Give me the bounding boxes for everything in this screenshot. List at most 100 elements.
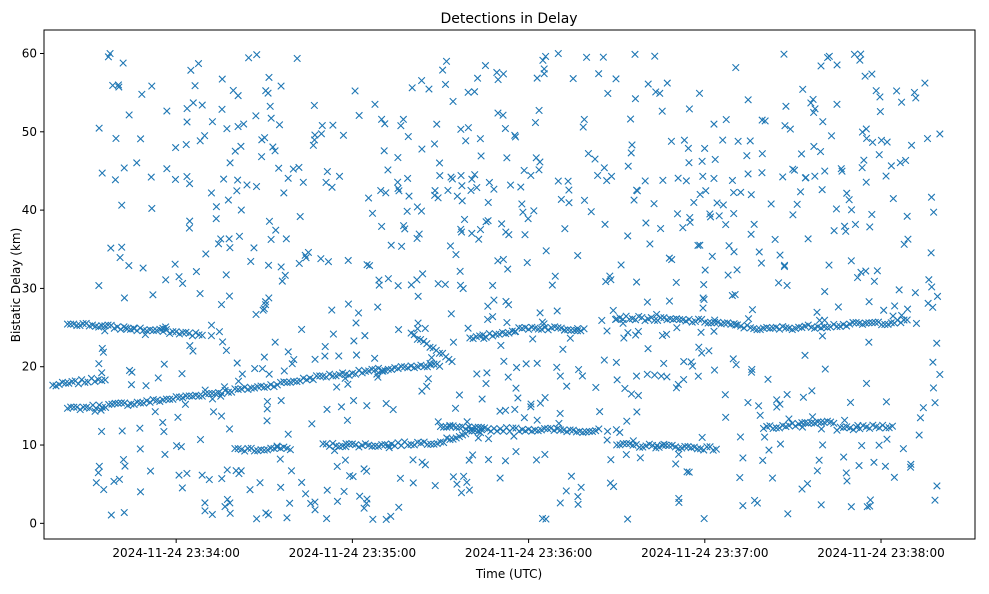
data-point bbox=[286, 446, 295, 454]
data-point bbox=[753, 326, 761, 334]
data-point bbox=[209, 408, 218, 416]
data-point bbox=[862, 178, 870, 186]
data-point bbox=[574, 500, 582, 508]
data-point bbox=[63, 320, 72, 328]
data-point bbox=[919, 404, 928, 412]
data-point bbox=[273, 442, 281, 450]
data-point bbox=[889, 194, 898, 203]
data-point bbox=[377, 115, 386, 124]
data-point bbox=[510, 432, 518, 440]
data-point bbox=[527, 400, 535, 408]
data-point bbox=[101, 327, 109, 335]
data-point bbox=[739, 454, 747, 462]
data-point bbox=[128, 368, 136, 376]
data-point bbox=[721, 413, 730, 421]
data-point bbox=[448, 175, 457, 183]
data-point bbox=[452, 423, 460, 432]
data-point bbox=[457, 125, 465, 133]
data-point bbox=[109, 81, 117, 90]
data-point bbox=[725, 242, 733, 250]
data-point bbox=[66, 320, 75, 328]
data-point bbox=[136, 424, 144, 432]
data-point bbox=[780, 261, 789, 270]
data-point bbox=[722, 115, 730, 124]
data-point bbox=[585, 427, 593, 436]
data-point bbox=[136, 324, 144, 332]
data-point bbox=[497, 220, 506, 228]
data-point bbox=[395, 187, 403, 195]
data-point bbox=[421, 461, 430, 469]
data-point bbox=[598, 316, 606, 325]
data-point bbox=[846, 398, 855, 407]
data-point bbox=[433, 120, 441, 128]
data-point bbox=[817, 62, 825, 70]
data-point bbox=[283, 378, 291, 387]
data-point bbox=[301, 490, 310, 498]
data-point bbox=[584, 149, 593, 158]
data-point bbox=[218, 75, 226, 83]
data-point bbox=[218, 474, 226, 483]
data-point bbox=[457, 489, 466, 497]
data-point bbox=[710, 366, 719, 374]
data-point bbox=[154, 374, 162, 382]
data-point bbox=[465, 486, 474, 494]
data-point bbox=[264, 261, 273, 269]
data-point bbox=[324, 257, 333, 266]
data-point bbox=[899, 444, 908, 453]
data-point bbox=[813, 467, 822, 475]
data-point bbox=[284, 174, 292, 182]
x-tick-label: 2024-11-24 23:37:00 bbox=[641, 546, 768, 560]
data-point bbox=[860, 156, 868, 164]
data-point bbox=[399, 221, 408, 230]
data-point bbox=[563, 382, 571, 390]
data-point bbox=[395, 503, 403, 511]
data-point bbox=[627, 390, 636, 398]
data-point bbox=[343, 416, 352, 424]
data-point bbox=[408, 84, 416, 92]
data-point bbox=[266, 102, 274, 110]
data-point bbox=[789, 211, 797, 219]
data-point bbox=[890, 302, 899, 310]
data-point bbox=[457, 228, 466, 236]
data-point bbox=[502, 297, 510, 306]
data-point bbox=[634, 327, 643, 336]
data-point bbox=[448, 357, 456, 366]
data-point bbox=[473, 183, 481, 192]
data-point bbox=[496, 425, 504, 433]
data-point bbox=[121, 462, 129, 470]
data-point bbox=[675, 315, 684, 324]
data-point bbox=[374, 303, 382, 311]
data-point bbox=[825, 52, 834, 61]
data-point bbox=[574, 492, 582, 501]
data-point bbox=[833, 322, 841, 331]
data-point bbox=[265, 370, 273, 378]
data-point bbox=[606, 479, 615, 487]
data-point bbox=[186, 341, 194, 350]
data-point bbox=[381, 120, 389, 128]
data-point bbox=[611, 315, 620, 324]
data-point bbox=[420, 362, 428, 371]
data-point bbox=[636, 454, 645, 462]
data-point bbox=[699, 172, 707, 180]
data-point bbox=[473, 74, 482, 82]
data-point bbox=[631, 331, 640, 339]
data-point bbox=[149, 291, 157, 299]
data-point bbox=[371, 100, 379, 108]
data-point bbox=[847, 206, 856, 214]
data-point bbox=[114, 399, 122, 407]
data-point bbox=[160, 427, 168, 436]
data-point bbox=[622, 450, 631, 459]
data-point bbox=[467, 186, 475, 195]
data-point bbox=[464, 324, 472, 332]
data-point bbox=[119, 455, 128, 464]
data-point bbox=[332, 383, 341, 391]
data-point bbox=[276, 455, 284, 463]
data-point bbox=[73, 403, 81, 411]
data-point bbox=[862, 125, 870, 133]
data-point bbox=[879, 306, 888, 314]
data-point bbox=[414, 319, 422, 327]
data-point bbox=[329, 330, 338, 338]
data-point bbox=[91, 377, 99, 386]
data-point bbox=[319, 440, 327, 448]
data-point bbox=[653, 442, 661, 450]
